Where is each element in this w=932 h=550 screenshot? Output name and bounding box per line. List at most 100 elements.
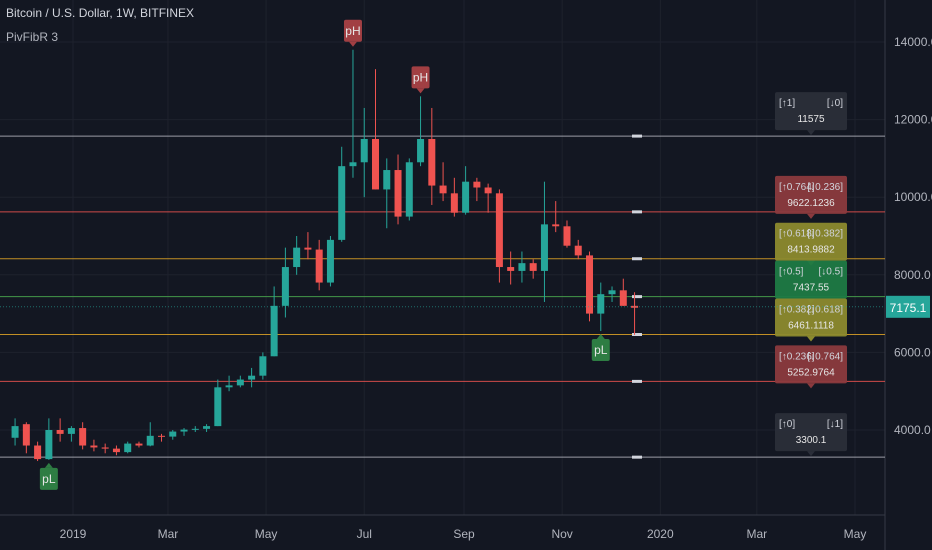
fib-level-box-pointer	[807, 336, 815, 342]
pivot-low-label-box	[39, 467, 58, 490]
fib-level-up-ratio: [↑1]	[779, 98, 795, 109]
candle-down	[495, 193, 503, 268]
fib-level-marker	[632, 379, 642, 383]
fib-level-box	[775, 175, 847, 214]
pivot-low-text: pL	[594, 343, 608, 357]
fib-level-up-ratio: [↑0.618]	[779, 229, 815, 240]
candle-down	[394, 170, 402, 217]
fib-level-down-ratio: [↓0.618]	[807, 305, 843, 316]
candle-down	[631, 305, 639, 308]
candle-up	[383, 170, 391, 190]
fib-level-down-ratio: [↓0.236]	[807, 182, 843, 193]
candle-up	[417, 139, 425, 163]
candle-up	[405, 162, 413, 217]
x-tick-label: May	[255, 527, 278, 541]
candle-up	[259, 356, 267, 376]
x-tick-label: 2020	[647, 527, 674, 541]
fib-level-down-ratio: [↓0.764]	[807, 351, 843, 362]
fib-level-up-ratio: [↑0.236]	[779, 351, 815, 362]
candle-up	[169, 431, 177, 437]
fib-level-marker	[632, 257, 642, 261]
pivot-high-label-box	[411, 66, 430, 89]
fib-level-price: 11575	[797, 114, 825, 125]
candle-down	[428, 139, 436, 186]
candle-down	[552, 224, 560, 227]
candle-down	[450, 193, 458, 213]
pivot-high-text: pH	[413, 70, 428, 84]
candle-up	[248, 375, 256, 380]
fib-level-price: 7437.55	[793, 283, 830, 294]
fib-level-box	[775, 260, 847, 299]
candle-down	[372, 139, 380, 190]
candle-down	[112, 448, 120, 453]
candle-down	[507, 267, 515, 271]
y-tick-label: 8000.0	[894, 268, 931, 282]
fib-level-down-ratio: [↓1]	[827, 419, 843, 430]
fib-level-box-pointer	[807, 130, 815, 136]
x-tick-label: Mar	[747, 527, 768, 541]
candle-down	[563, 226, 571, 246]
x-tick-label: Sep	[453, 527, 475, 541]
candle-down	[157, 435, 165, 437]
candle-down	[473, 181, 481, 188]
candle-up	[146, 435, 154, 446]
last-price-tag	[886, 295, 930, 318]
candle-down	[484, 187, 492, 194]
fib-level-marker	[632, 134, 642, 138]
candle-up	[518, 263, 526, 271]
candle-down	[101, 447, 109, 449]
fib-level-box	[775, 298, 847, 337]
candle-up	[180, 429, 188, 432]
last-price-label: 7175.1	[890, 301, 927, 315]
fib-level-box-pointer	[807, 383, 815, 389]
candle-up	[45, 430, 53, 460]
candle-up	[338, 166, 346, 240]
x-tick-label: May	[844, 527, 867, 541]
fib-level-price: 5252.9764	[787, 367, 835, 378]
candle-up	[462, 181, 470, 213]
fib-level-down-ratio: [↓0.382]	[807, 229, 843, 240]
candle-up	[11, 426, 19, 438]
x-tick-label: Nov	[551, 527, 572, 541]
candle-down	[619, 290, 627, 306]
pivot-high-pointer	[416, 88, 425, 94]
candle-down	[529, 263, 537, 271]
fib-level-up-ratio: [↑0.764]	[779, 182, 815, 193]
candle-up	[67, 428, 75, 434]
fib-level-marker	[632, 295, 642, 299]
fib-level-down-ratio: [↓0]	[827, 98, 843, 109]
fib-level-box	[775, 413, 847, 452]
candle-up	[608, 290, 616, 295]
fib-level-marker	[632, 210, 642, 214]
candle-up	[281, 267, 289, 306]
candle-up	[360, 139, 368, 163]
pivot-high-pointer	[348, 41, 357, 47]
x-tick-label: 2019	[60, 527, 87, 541]
y-tick-label: 6000.0	[894, 345, 931, 359]
y-tick-label: 14000.0	[894, 35, 932, 49]
candle-up	[270, 305, 278, 357]
candle-down	[135, 443, 143, 446]
fib-level-box-pointer	[807, 451, 815, 457]
candle-down	[315, 249, 323, 283]
fib-level-box	[775, 222, 847, 261]
y-tick-label: 12000.0	[894, 113, 932, 127]
fib-level-price: 8413.9882	[787, 245, 835, 256]
fib-level-marker	[632, 333, 642, 337]
candle-down	[90, 445, 98, 448]
y-tick-label: 4000.0	[894, 423, 931, 437]
pivot-low-pointer	[596, 334, 605, 340]
candle-down	[574, 245, 582, 256]
candle-up	[597, 294, 605, 314]
candle-up	[203, 426, 211, 429]
candle-up	[124, 443, 132, 453]
y-tick-label: 10000.0	[894, 190, 932, 204]
x-tick-label: Jul	[357, 527, 372, 541]
pivot-high-label-box	[343, 19, 362, 42]
candle-up	[540, 224, 548, 271]
candle-up	[326, 239, 334, 283]
fib-level-up-ratio: [↑0.5]	[779, 267, 804, 278]
candle-up	[293, 247, 301, 268]
candle-down	[22, 424, 30, 446]
